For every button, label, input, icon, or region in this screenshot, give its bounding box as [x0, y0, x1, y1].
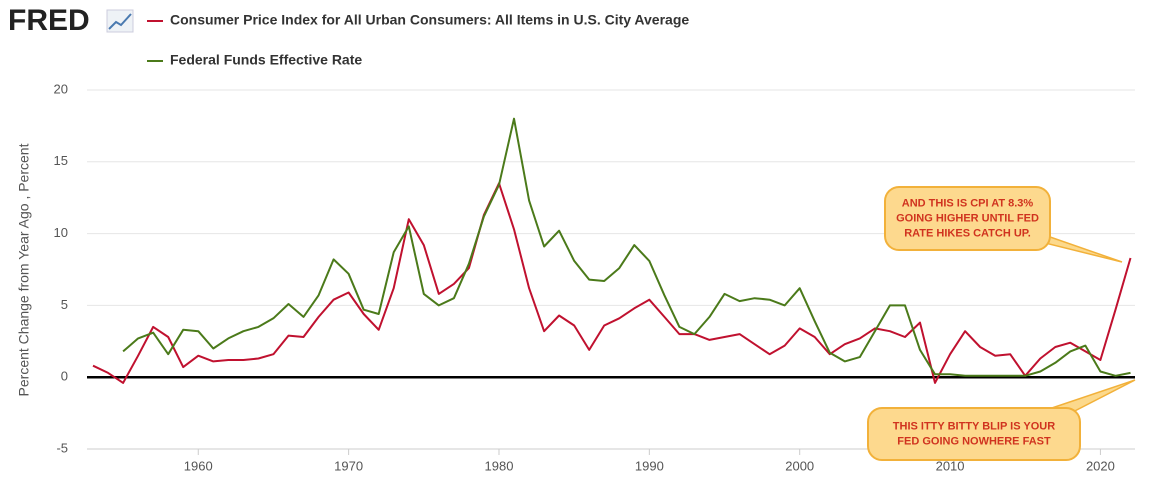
x-tick-label: 1960: [184, 458, 213, 473]
y-tick-label: 20: [54, 81, 68, 96]
series-line: [122, 117, 1131, 377]
x-tick-label: 2010: [936, 458, 965, 473]
x-tick-label: 1980: [485, 458, 514, 473]
x-tick-label: 1970: [334, 458, 363, 473]
annotation-text: THIS ITTY BITTY BLIP IS YOUR: [893, 420, 1055, 432]
logo: FRED: [8, 4, 90, 37]
y-tick-label: 0: [61, 369, 68, 384]
annotation-text: RATE HIKES CATCH UP.: [904, 227, 1031, 239]
callout-box: [867, 407, 1081, 461]
y-axis-label: Percent Change from Year Ago , Percent: [16, 143, 32, 396]
annotation-text: AND THIS IS CPI AT 8.3%: [902, 197, 1034, 209]
annotation-text: GOING HIGHER UNTIL FED: [896, 212, 1039, 224]
legend-label: Consumer Price Index for All Urban Consu…: [170, 12, 689, 28]
x-tick-label: 1990: [635, 458, 664, 473]
x-tick-label: 2020: [1086, 458, 1115, 473]
series-line: [92, 182, 1132, 384]
callout-box: [884, 186, 1051, 251]
y-tick-label: 5: [61, 297, 68, 312]
y-tick-label: 10: [54, 225, 68, 240]
logo-icon: [106, 9, 134, 33]
annotation-text: FED GOING NOWHERE FAST: [897, 435, 1051, 447]
x-tick-label: 2000: [785, 458, 814, 473]
y-tick-label: -5: [56, 440, 68, 455]
legend-label: Federal Funds Effective Rate: [170, 52, 362, 68]
y-tick-label: 15: [54, 153, 68, 168]
